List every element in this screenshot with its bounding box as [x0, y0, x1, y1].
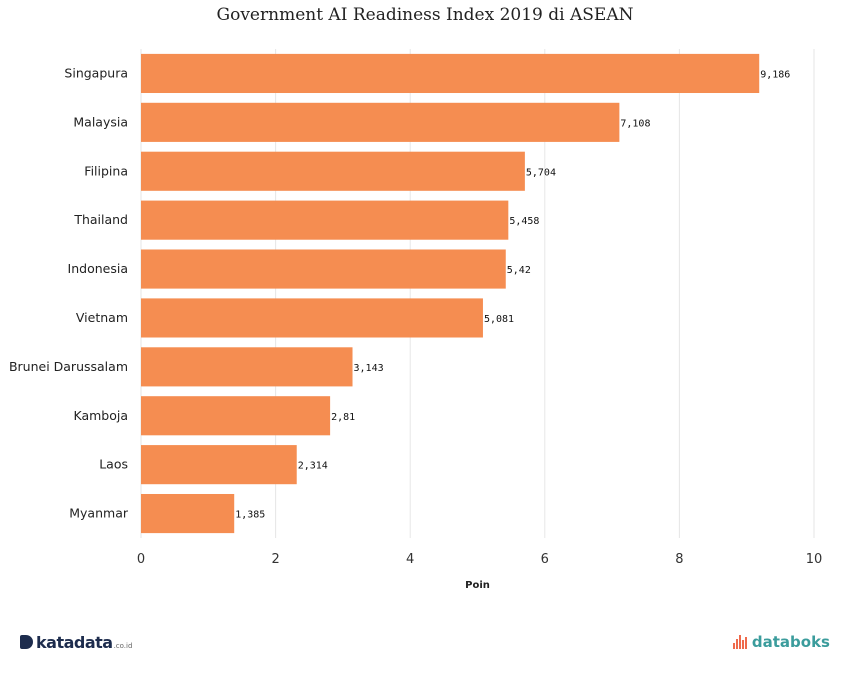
bar	[141, 249, 506, 289]
data-label: 2,81	[331, 412, 355, 423]
bar	[141, 151, 525, 191]
databoks-logo: databoks	[732, 633, 830, 651]
category-label: Brunei Darussalam	[9, 359, 128, 374]
x-tick-labels: 0 2 4 6 8 10	[137, 552, 822, 567]
x-tick-label: 10	[806, 552, 823, 567]
data-label: 9,186	[760, 69, 790, 80]
katadata-logo-icon	[20, 635, 33, 649]
category-label: Singapura	[64, 65, 128, 80]
data-label: 7,108	[620, 118, 650, 129]
bar-chart: Singapura Malaysia Filipina Thailand Indones…	[9, 49, 822, 591]
katadata-brand-text: katadata	[36, 633, 113, 652]
katadata-brand-suffix: .co.id	[113, 642, 133, 650]
category-labels: Singapura Malaysia Filipina Thailand Indones…	[9, 65, 129, 520]
databoks-logo-icon	[732, 635, 748, 649]
x-tick-label: 4	[406, 552, 414, 567]
x-axis-title: Poin	[465, 580, 490, 591]
category-label: Myanmar	[69, 506, 129, 521]
x-tick-label: 2	[271, 552, 279, 567]
category-label: Malaysia	[73, 114, 128, 129]
x-tick-label: 6	[541, 552, 549, 567]
bar	[141, 53, 760, 94]
data-label: 5,081	[484, 314, 514, 325]
data-label: 1,385	[235, 510, 265, 521]
category-label: Vietnam	[76, 310, 128, 325]
category-label: Indonesia	[68, 261, 128, 276]
data-label: 5,458	[509, 216, 539, 227]
category-label: Laos	[99, 457, 128, 472]
bars	[141, 53, 760, 534]
katadata-logo: katadata .co.id	[20, 633, 132, 652]
x-tick-label: 8	[675, 552, 683, 567]
bar	[141, 493, 235, 534]
databoks-brand-text: databoks	[751, 633, 830, 651]
data-label: 5,704	[526, 167, 556, 178]
category-label: Filipina	[84, 163, 128, 178]
data-label: 3,143	[354, 363, 384, 374]
bar	[141, 298, 483, 338]
x-tick-label: 0	[137, 552, 145, 567]
bar	[141, 396, 331, 436]
category-label: Thailand	[73, 212, 128, 227]
data-labels: 9,186 7,108 5,704 5,458 5,42 5,081 3,143 2,81 2,…	[235, 69, 790, 520]
data-label: 5,42	[507, 265, 531, 276]
bar	[141, 102, 620, 142]
category-label: Kamboja	[73, 408, 128, 423]
bar	[141, 445, 297, 485]
bar	[141, 200, 509, 240]
data-label: 2,314	[298, 461, 328, 472]
chart-title: Government AI Readiness Index 2019 di AS…	[216, 5, 634, 25]
bar	[141, 347, 353, 387]
